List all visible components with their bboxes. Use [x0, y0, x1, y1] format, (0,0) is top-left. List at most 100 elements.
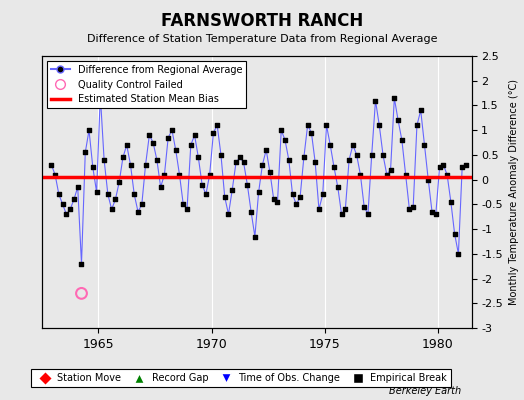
Point [236, 154, 244, 160]
Point [171, 147, 180, 153]
Point [345, 157, 353, 163]
Point [134, 208, 142, 215]
Point [205, 172, 214, 178]
Point [89, 164, 97, 170]
Point [149, 139, 157, 146]
Point [126, 162, 135, 168]
Point [59, 201, 67, 208]
Point [141, 162, 150, 168]
Point [255, 189, 263, 195]
Point [111, 196, 119, 203]
Point [303, 122, 312, 128]
Point [92, 189, 101, 195]
Point [123, 142, 131, 148]
Point [62, 211, 71, 218]
Point [228, 186, 236, 193]
Point [250, 233, 259, 240]
Point [81, 149, 90, 156]
Point [262, 147, 270, 153]
Point [70, 196, 78, 203]
Point [360, 204, 368, 210]
Point [326, 142, 334, 148]
Point [443, 172, 451, 178]
Point [386, 166, 395, 173]
Point [239, 159, 248, 166]
Point [194, 154, 203, 160]
Point [152, 157, 161, 163]
Point [341, 206, 350, 212]
Point [315, 206, 323, 212]
Point [274, 199, 282, 205]
Point [394, 117, 402, 124]
Point [269, 196, 278, 203]
Legend: Station Move, Record Gap, Time of Obs. Change, Empirical Break: Station Move, Record Gap, Time of Obs. C… [31, 369, 451, 387]
Point [190, 132, 199, 138]
Point [390, 95, 399, 101]
Y-axis label: Monthly Temperature Anomaly Difference (°C): Monthly Temperature Anomaly Difference (… [509, 79, 519, 305]
Point [209, 130, 217, 136]
Point [311, 159, 319, 166]
Point [104, 191, 112, 198]
Point [115, 179, 123, 185]
Point [353, 152, 361, 158]
Point [213, 122, 221, 128]
Point [409, 204, 418, 210]
Point [78, 260, 86, 267]
Point [462, 162, 470, 168]
Point [319, 191, 327, 198]
Point [300, 154, 308, 160]
Point [164, 134, 172, 141]
Point [224, 211, 233, 218]
Point [285, 157, 293, 163]
Point [160, 172, 169, 178]
Point [420, 142, 429, 148]
Point [292, 201, 301, 208]
Point [66, 206, 74, 212]
Point [157, 184, 165, 190]
Point [168, 127, 176, 133]
Text: FARNSWORTH RANCH: FARNSWORTH RANCH [161, 12, 363, 30]
Point [183, 206, 191, 212]
Point [454, 251, 463, 257]
Point [277, 127, 286, 133]
Point [435, 164, 444, 170]
Point [330, 164, 338, 170]
Point [356, 172, 365, 178]
Point [51, 172, 59, 178]
Point [119, 154, 127, 160]
Point [379, 152, 387, 158]
Point [337, 211, 346, 218]
Point [85, 127, 93, 133]
Point [258, 162, 267, 168]
Point [145, 132, 154, 138]
Point [47, 162, 56, 168]
Text: Berkeley Earth: Berkeley Earth [389, 386, 461, 396]
Point [281, 137, 289, 143]
Legend: Difference from Regional Average, Quality Control Failed, Estimated Station Mean: Difference from Regional Average, Qualit… [47, 61, 246, 108]
Point [307, 130, 315, 136]
Point [138, 201, 146, 208]
Point [96, 92, 104, 99]
Point [322, 122, 331, 128]
Point [247, 208, 255, 215]
Point [348, 142, 357, 148]
Point [54, 191, 63, 198]
Point [202, 191, 210, 198]
Point [372, 97, 380, 104]
Point [439, 162, 447, 168]
Point [413, 122, 421, 128]
Point [243, 181, 252, 188]
Point [130, 191, 138, 198]
Point [296, 194, 304, 200]
Point [417, 107, 425, 114]
Point [424, 176, 432, 183]
Point [176, 172, 184, 178]
Point [383, 172, 391, 178]
Point [100, 157, 108, 163]
Point [266, 169, 274, 176]
Point [432, 211, 440, 218]
Point [458, 164, 466, 170]
Point [401, 172, 410, 178]
Point [198, 181, 206, 188]
Point [446, 199, 455, 205]
